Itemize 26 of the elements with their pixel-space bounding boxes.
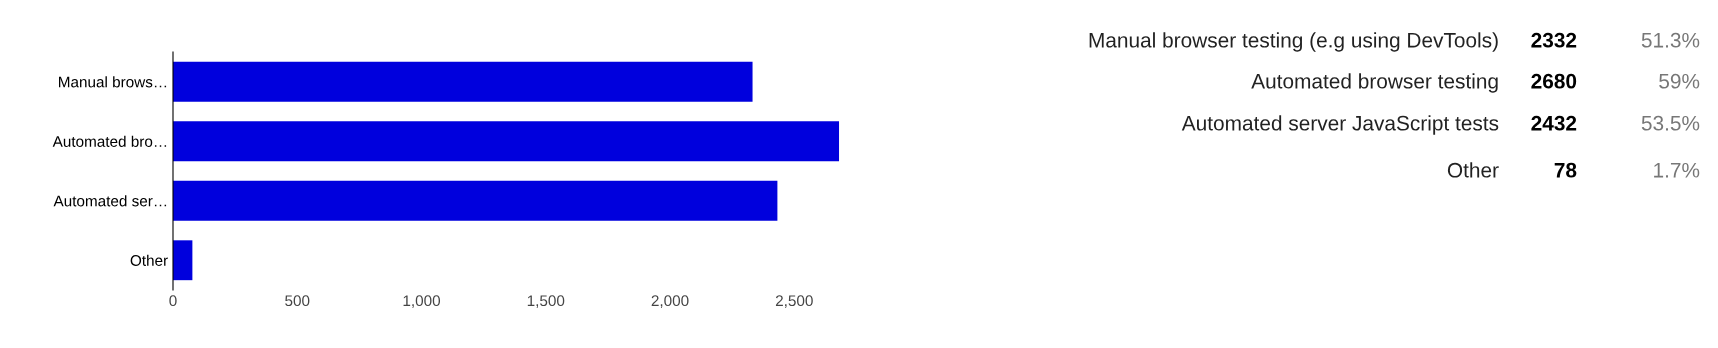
y-tick-label: Automated bro… — [52, 135, 167, 147]
text: Other — [1447, 162, 1499, 178]
text: Automated server JavaScript tests — [1181, 115, 1499, 135]
x-tick-label: 0 — [169, 295, 177, 307]
text: 2432 — [1531, 115, 1577, 131]
bar — [173, 61, 753, 102]
text: 78 — [1554, 162, 1577, 178]
text: 51.3% — [1641, 32, 1700, 48]
y-tick-label: Manual brows… — [59, 76, 167, 88]
text: 53.5% — [1641, 115, 1700, 131]
x-tick-label: 1,500 — [527, 295, 565, 308]
bar — [173, 121, 840, 162]
x-tick-label: 2,500 — [775, 295, 813, 308]
x-tick-label: 500 — [285, 295, 310, 307]
text: 59% — [1659, 73, 1700, 89]
x-tick-label: 1,000 — [403, 295, 441, 308]
bar — [173, 240, 193, 281]
bar — [173, 180, 778, 221]
text: Manual browser testing (e.g using DevTools) — [1089, 32, 1498, 52]
x-tick-label: 2,000 — [651, 295, 689, 308]
text: Automated browser testing — [1251, 73, 1498, 93]
y-tick-label: Other — [130, 254, 168, 266]
text: 2680 — [1531, 73, 1577, 89]
y-tick-label: Automated ser… — [53, 195, 167, 207]
text: 1.7% — [1654, 162, 1700, 178]
text: 2332 — [1531, 32, 1577, 48]
